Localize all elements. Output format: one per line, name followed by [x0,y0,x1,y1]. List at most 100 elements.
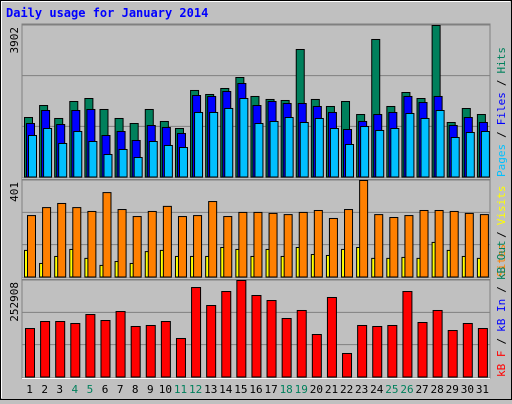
bar [254,123,264,178]
x-tick-label: 26 [400,383,413,396]
bar [239,98,249,178]
x-tick-label: 21 [325,383,338,396]
bar [344,209,354,278]
y-tick-label: 252908 [8,282,21,322]
bar [311,334,322,378]
bar [450,136,460,178]
bar [313,209,323,278]
bar [209,111,219,178]
x-tick-label: 4 [72,383,79,396]
bar [117,209,127,278]
x-tick-label: 15 [234,383,247,396]
bar [357,324,368,378]
bar [462,322,473,378]
x-tick-label: 7 [117,383,124,396]
bar [193,215,203,278]
x-tick-label: 2 [41,383,48,396]
x-tick-label: 16 [249,383,262,396]
bar [236,280,247,378]
legend-entry: Hits [495,47,508,74]
bar [148,141,158,178]
x-tick-label: 31 [476,383,489,396]
chart-title: Daily usage for January 2014 [6,6,208,20]
bar [194,111,204,178]
bar [58,142,68,178]
x-tick-label: 9 [147,383,154,396]
bar [266,300,277,378]
bar [57,202,67,278]
y-tick-label: 3902 [8,27,21,54]
bar [284,117,294,178]
bar [27,215,36,278]
bar [115,311,126,378]
legend-separator: / [495,286,508,293]
bar [419,209,429,278]
bar [465,132,475,178]
legend: kB F / kB In / kB Out [495,240,508,377]
legend-entry: Visits [495,186,508,226]
bar [87,210,97,278]
legend-entry: Sites [495,244,508,277]
bar [251,294,262,378]
bar [359,180,369,278]
bar [102,192,112,278]
bar [328,217,338,278]
bar [88,141,98,178]
bar [477,328,488,378]
bar [42,207,52,278]
bar [163,144,173,178]
bar [314,117,324,178]
x-tick-label: 11 [174,383,187,396]
legend-entry: kB F [495,351,508,378]
bar [345,144,355,178]
bar [223,216,233,278]
bar [374,214,384,278]
bar [389,217,399,278]
bar [268,212,278,278]
bar [191,287,202,378]
bar [206,305,217,378]
bar [253,211,263,278]
x-tick-label: 24 [370,383,384,396]
x-tick-label: 13 [204,383,217,396]
bar [326,296,337,378]
bar [342,352,353,378]
bar [28,135,37,178]
bar [298,211,308,278]
bar [447,330,458,378]
bar [175,337,186,378]
bar [160,321,171,378]
bar [283,214,293,278]
x-tick-label: 5 [87,383,94,396]
bar [296,309,307,378]
bar [299,121,309,178]
bar [130,325,141,378]
legend-separator: / [495,131,508,138]
legend-separator: / [495,338,508,345]
x-tick-label: 8 [132,383,139,396]
bar [269,120,279,178]
legend-entry: kB Out [495,240,508,280]
x-tick-label: 22 [340,383,353,396]
bar [147,210,157,278]
bar [221,291,232,378]
bar [390,127,400,178]
bar [40,321,51,378]
bar [85,314,96,378]
x-tick-label: 12 [189,383,202,396]
bar [208,201,218,278]
bar [372,325,383,378]
legend: Pages / Files / Hits [495,47,508,177]
bar [133,157,143,178]
bar [103,154,113,178]
x-tick-label: 1 [26,383,33,396]
bar [435,109,445,178]
bar [449,210,459,278]
y-tick-label: 401 [8,182,21,202]
bar [464,212,474,278]
bar [405,112,415,178]
bar [387,324,398,378]
bar [162,205,172,278]
bar [178,147,188,178]
